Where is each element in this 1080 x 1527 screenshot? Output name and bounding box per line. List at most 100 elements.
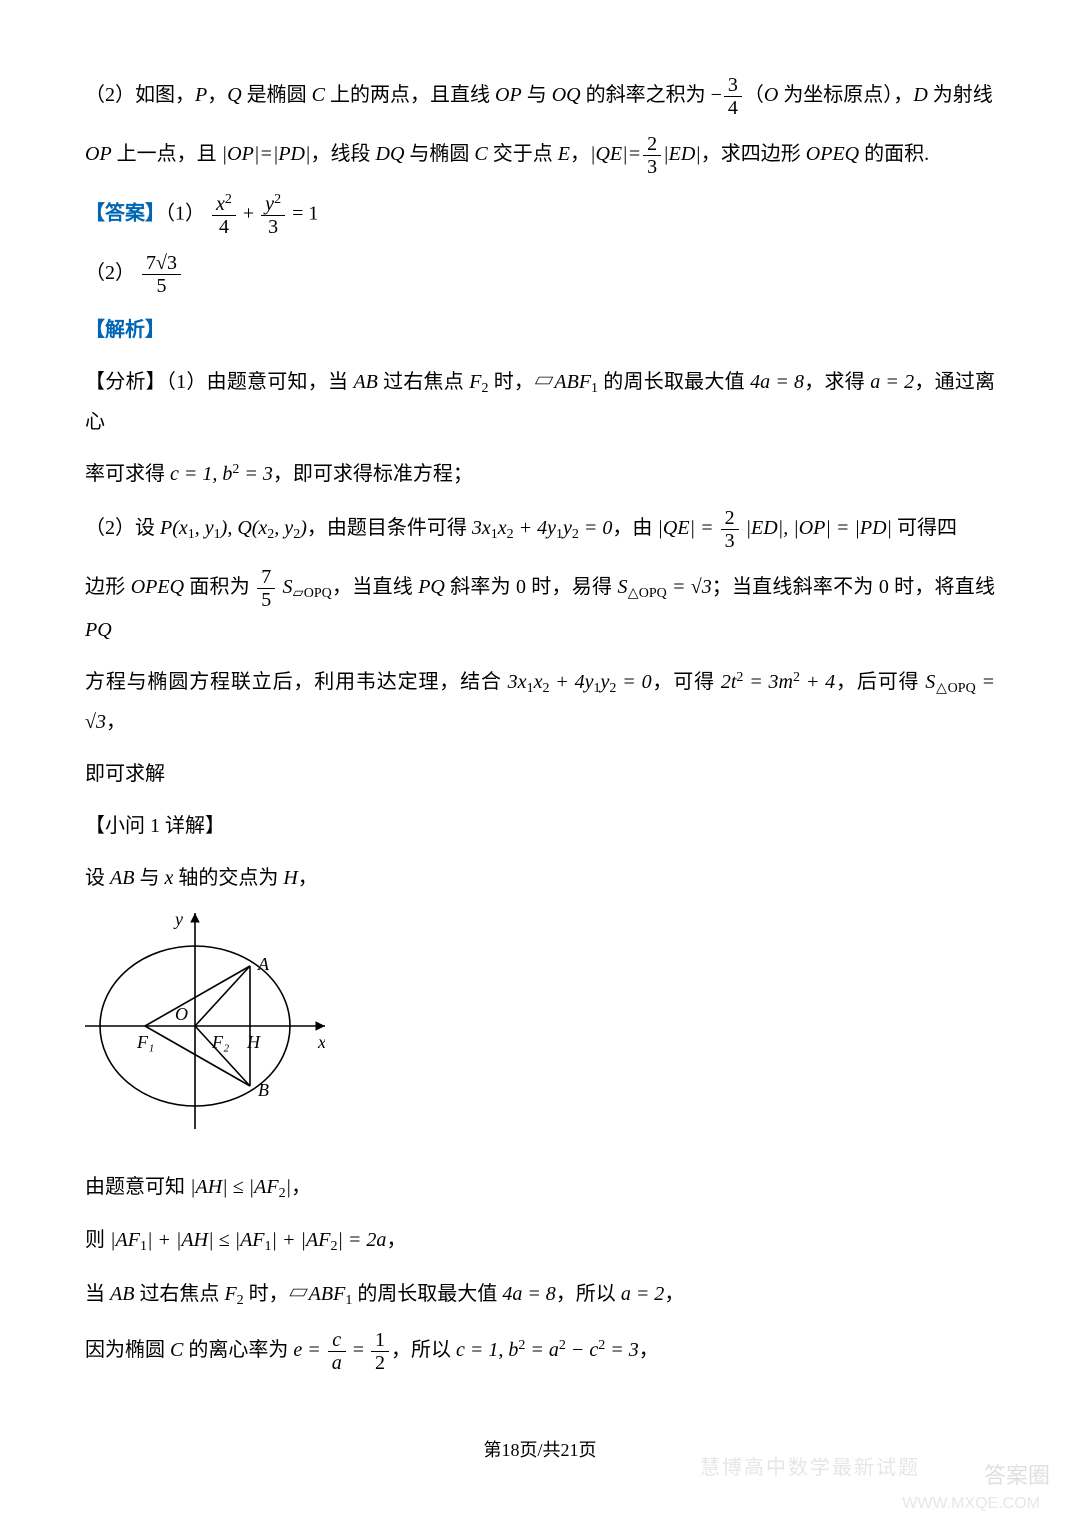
text: ，当直线 bbox=[332, 576, 418, 598]
plus: + bbox=[243, 203, 259, 225]
text: ，求得 bbox=[804, 371, 870, 393]
eq-qe: |QE|= bbox=[590, 143, 641, 165]
text: 时，▱ bbox=[488, 371, 554, 393]
numerator: 7 bbox=[257, 566, 275, 589]
eq: 2t2 = 3m2 + 4 bbox=[721, 671, 835, 693]
numerator: 2 bbox=[721, 507, 739, 530]
analysis-line-6: 即可求解 bbox=[85, 755, 995, 793]
answer-label: 【答案】 bbox=[85, 203, 165, 225]
c: C bbox=[170, 1339, 183, 1361]
text: ；当直线斜率不为 0 时，将直线 bbox=[712, 576, 995, 598]
sub-q1-line-2: 由题意可知 |AH| ≤ |AF2|， bbox=[85, 1168, 995, 1208]
answer-line-1: 【答案】（1） x24 + y23 = 1 bbox=[85, 192, 995, 238]
var-o: O bbox=[764, 84, 778, 106]
text: ，所以 bbox=[556, 1283, 621, 1305]
opeq: OPEQ bbox=[131, 576, 184, 598]
var-op: OP bbox=[495, 84, 522, 106]
eq: c = 1, b2 = a2 − c2 = 3 bbox=[456, 1339, 639, 1361]
sub-q1-line-5: 因为椭圆 C 的离心率为 e = ca = 12，所以 c = 1, b2 = … bbox=[85, 1329, 995, 1374]
sub-q1-label: 【小问 1 详解】 bbox=[85, 807, 995, 845]
text: 时，▱ bbox=[244, 1283, 309, 1305]
text: 可得四 bbox=[892, 517, 957, 539]
text: （2）如图， bbox=[85, 84, 195, 106]
f2: F2 bbox=[469, 371, 488, 393]
eq: c = 1, b2 = 3 bbox=[170, 463, 273, 485]
ab: AB bbox=[353, 371, 377, 393]
text: 因为椭圆 bbox=[85, 1339, 170, 1361]
x: x bbox=[164, 867, 173, 889]
eq: 4a = 8 bbox=[750, 371, 804, 393]
numerator: x2 bbox=[212, 192, 236, 216]
text: 当 bbox=[85, 1283, 110, 1305]
text: ， bbox=[291, 1176, 311, 1198]
eq: a = 2 bbox=[870, 371, 914, 393]
svg-text:A: A bbox=[257, 954, 270, 974]
numerator: y2 bbox=[261, 192, 285, 216]
text: 为射线 bbox=[928, 84, 993, 106]
sopq: S▱OPQ bbox=[277, 576, 332, 598]
text: 的离心率为 bbox=[183, 1339, 293, 1361]
fraction-2-3: 23 bbox=[643, 133, 661, 178]
svg-text:H: H bbox=[246, 1032, 261, 1052]
text: ， bbox=[207, 84, 227, 106]
text: （1） bbox=[165, 203, 205, 225]
text: 即可求解 bbox=[85, 763, 165, 785]
analysis-line-1: 【分析】（1）由题意可知，当 AB 过右焦点 F2 时，▱ABF1 的周长取最大… bbox=[85, 363, 995, 441]
text: 的斜率之积为 bbox=[581, 84, 711, 106]
pd: PD bbox=[278, 143, 305, 165]
problem-line-2: OP 上一点，且 |OP|=|PD|，线段 DQ 与椭圆 C 交于点 E，|QE… bbox=[85, 133, 995, 178]
ab: AB bbox=[110, 867, 134, 889]
eq: |AF1| + |AH| ≤ |AF1| + |AF2| = 2a bbox=[110, 1229, 386, 1251]
text: 设 bbox=[85, 867, 110, 889]
text: 的面积. bbox=[859, 143, 929, 165]
denominator: 3 bbox=[643, 156, 661, 178]
fraction-1-2: 12 bbox=[371, 1329, 389, 1374]
analysis-line-3: （2）设 P(x1, y1), Q(x2, y2)，由题目条件可得 3x1x2 … bbox=[85, 507, 995, 552]
sopq-eq: S△OPQ = √3 bbox=[617, 576, 711, 598]
text: 上的两点，且直线 bbox=[325, 84, 495, 106]
fraction-c-a: ca bbox=[328, 1329, 346, 1374]
e-eq: e = bbox=[293, 1339, 325, 1361]
sub-q1-line-3: 则 |AF1| + |AH| ≤ |AF1| + |AF2| = 2a， bbox=[85, 1221, 995, 1261]
var-p: P bbox=[195, 84, 207, 106]
abf1: ABF1 bbox=[554, 371, 598, 393]
text: ， bbox=[106, 711, 126, 733]
denominator: 5 bbox=[257, 589, 275, 611]
svg-text:y: y bbox=[173, 911, 183, 929]
ellipse-figure: OF₁F₂HABxy bbox=[85, 911, 995, 1154]
h: H bbox=[283, 867, 297, 889]
qe: |QE| = bbox=[657, 517, 718, 539]
text: 边形 bbox=[85, 576, 131, 598]
denominator: 5 bbox=[142, 275, 181, 297]
denominator: 2 bbox=[371, 1352, 389, 1374]
svg-text:F₁: F₁ bbox=[136, 1032, 154, 1052]
pq: PQ bbox=[85, 619, 112, 641]
text: ， bbox=[570, 143, 590, 165]
eq: 3x1x2 + 4y1y2 = 0 bbox=[472, 517, 613, 539]
text: 面积为 bbox=[184, 576, 255, 598]
text: 与 bbox=[522, 84, 552, 106]
problem-line-1: （2）如图，P，Q 是椭圆 C 上的两点，且直线 OP 与 OQ 的斜率之积为 … bbox=[85, 74, 995, 119]
text: ，后可得 bbox=[835, 671, 925, 693]
sub-q1-line-4: 当 AB 过右焦点 F2 时，▱ABF1 的周长取最大值 4a = 8，所以 a… bbox=[85, 1275, 995, 1315]
text: ，可得 bbox=[652, 671, 721, 693]
text: 方程与椭圆方程联立后，利用韦达定理，结合 bbox=[85, 671, 508, 693]
text: 上一点，且 bbox=[112, 143, 222, 165]
numerator: c bbox=[328, 1329, 346, 1352]
text: ， bbox=[298, 867, 318, 889]
fraction-2-3: 23 bbox=[721, 507, 739, 552]
ed: |ED| bbox=[663, 143, 701, 165]
ellipse-svg: OF₁F₂HABxy bbox=[85, 911, 325, 1141]
text: 过右焦点 bbox=[378, 371, 469, 393]
watermark-center: 慧博高中数学最新试题 bbox=[700, 1449, 920, 1487]
fraction-7-5: 75 bbox=[257, 566, 275, 611]
ed-op-pd: |ED|, |OP| = |PD| bbox=[741, 517, 892, 539]
analysis-line-2: 率可求得 c = 1, b2 = 3，即可求得标准方程； bbox=[85, 455, 995, 493]
text: （ bbox=[744, 84, 764, 106]
text: ，线段 bbox=[311, 143, 376, 165]
svg-text:F₂: F₂ bbox=[211, 1032, 229, 1052]
text: 的周长取最大值 bbox=[352, 1283, 502, 1305]
text: 则 bbox=[85, 1229, 110, 1251]
eq: 3x1x2 + 4y1y2 = 0 bbox=[508, 671, 652, 693]
text: 【小问 1 详解】 bbox=[85, 815, 225, 837]
